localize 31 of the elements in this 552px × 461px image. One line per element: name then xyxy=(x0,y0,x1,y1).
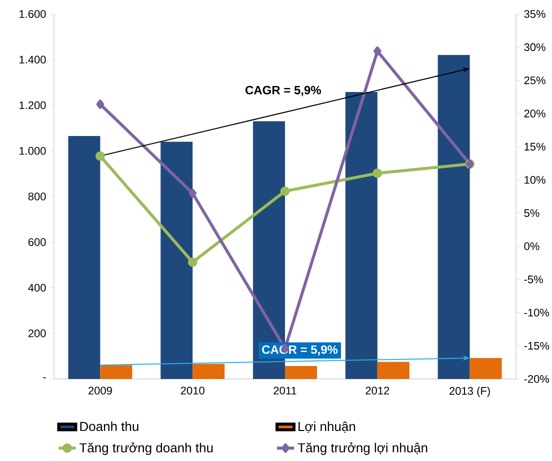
y2-tick-label: -15% xyxy=(524,342,550,350)
y2-tick-label: 10% xyxy=(524,176,546,184)
y2-tick-label: 20% xyxy=(524,110,546,118)
y-tick-label: 1.600 xyxy=(20,10,46,18)
y2-tick-label: 0% xyxy=(524,242,540,250)
legend-label: Lợi nhuận xyxy=(298,421,356,433)
y2-tick-label: 15% xyxy=(524,142,546,151)
y2-tick-label: 30% xyxy=(524,43,546,52)
y-tick-label: 600 xyxy=(28,238,46,246)
y2-tick-label: 35% xyxy=(524,10,546,18)
y-tick-label: 1.200 xyxy=(20,101,46,110)
y-tick-label: 800 xyxy=(28,192,46,200)
x-tick-label: 2013 (F) xyxy=(450,386,490,398)
x-tick-label: 2012 xyxy=(366,386,390,395)
annotation: CAGR = 5,9% xyxy=(245,86,322,96)
legend-label: Tăng trưởng doanh thu xyxy=(79,442,213,455)
y-tick-label: 1.400 xyxy=(20,56,46,64)
y2-tick-label: -5% xyxy=(524,276,543,284)
y-tick-label: 200 xyxy=(28,329,46,338)
y2-tick-label: -20% xyxy=(524,375,550,383)
y2-tick-label: 5% xyxy=(524,209,540,217)
legend-label: Doanh thu xyxy=(80,422,138,432)
y-tick-label: 400 xyxy=(28,284,46,292)
y-tick-label: 1.000 xyxy=(20,146,46,155)
y-tick-label: - xyxy=(43,377,46,378)
x-tick-label: 2011 xyxy=(274,386,296,395)
x-tick-label: 2009 xyxy=(88,386,112,395)
y2-tick-label: -10% xyxy=(524,308,550,317)
y2-tick-label: 25% xyxy=(524,76,546,84)
legend-label: Tăng trưởng lợi nhuận xyxy=(298,442,428,455)
x-tick-label: 2010 xyxy=(180,386,204,395)
